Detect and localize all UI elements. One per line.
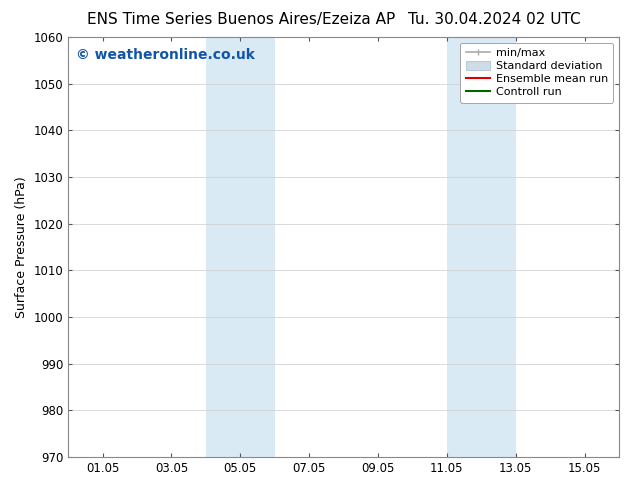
Text: ENS Time Series Buenos Aires/Ezeiza AP: ENS Time Series Buenos Aires/Ezeiza AP <box>87 12 395 27</box>
Legend: min/max, Standard deviation, Ensemble mean run, Controll run: min/max, Standard deviation, Ensemble me… <box>460 43 614 102</box>
Text: © weatheronline.co.uk: © weatheronline.co.uk <box>77 48 256 62</box>
Bar <box>206 37 275 457</box>
Y-axis label: Surface Pressure (hPa): Surface Pressure (hPa) <box>15 176 28 318</box>
Text: Tu. 30.04.2024 02 UTC: Tu. 30.04.2024 02 UTC <box>408 12 581 27</box>
Bar <box>447 37 515 457</box>
